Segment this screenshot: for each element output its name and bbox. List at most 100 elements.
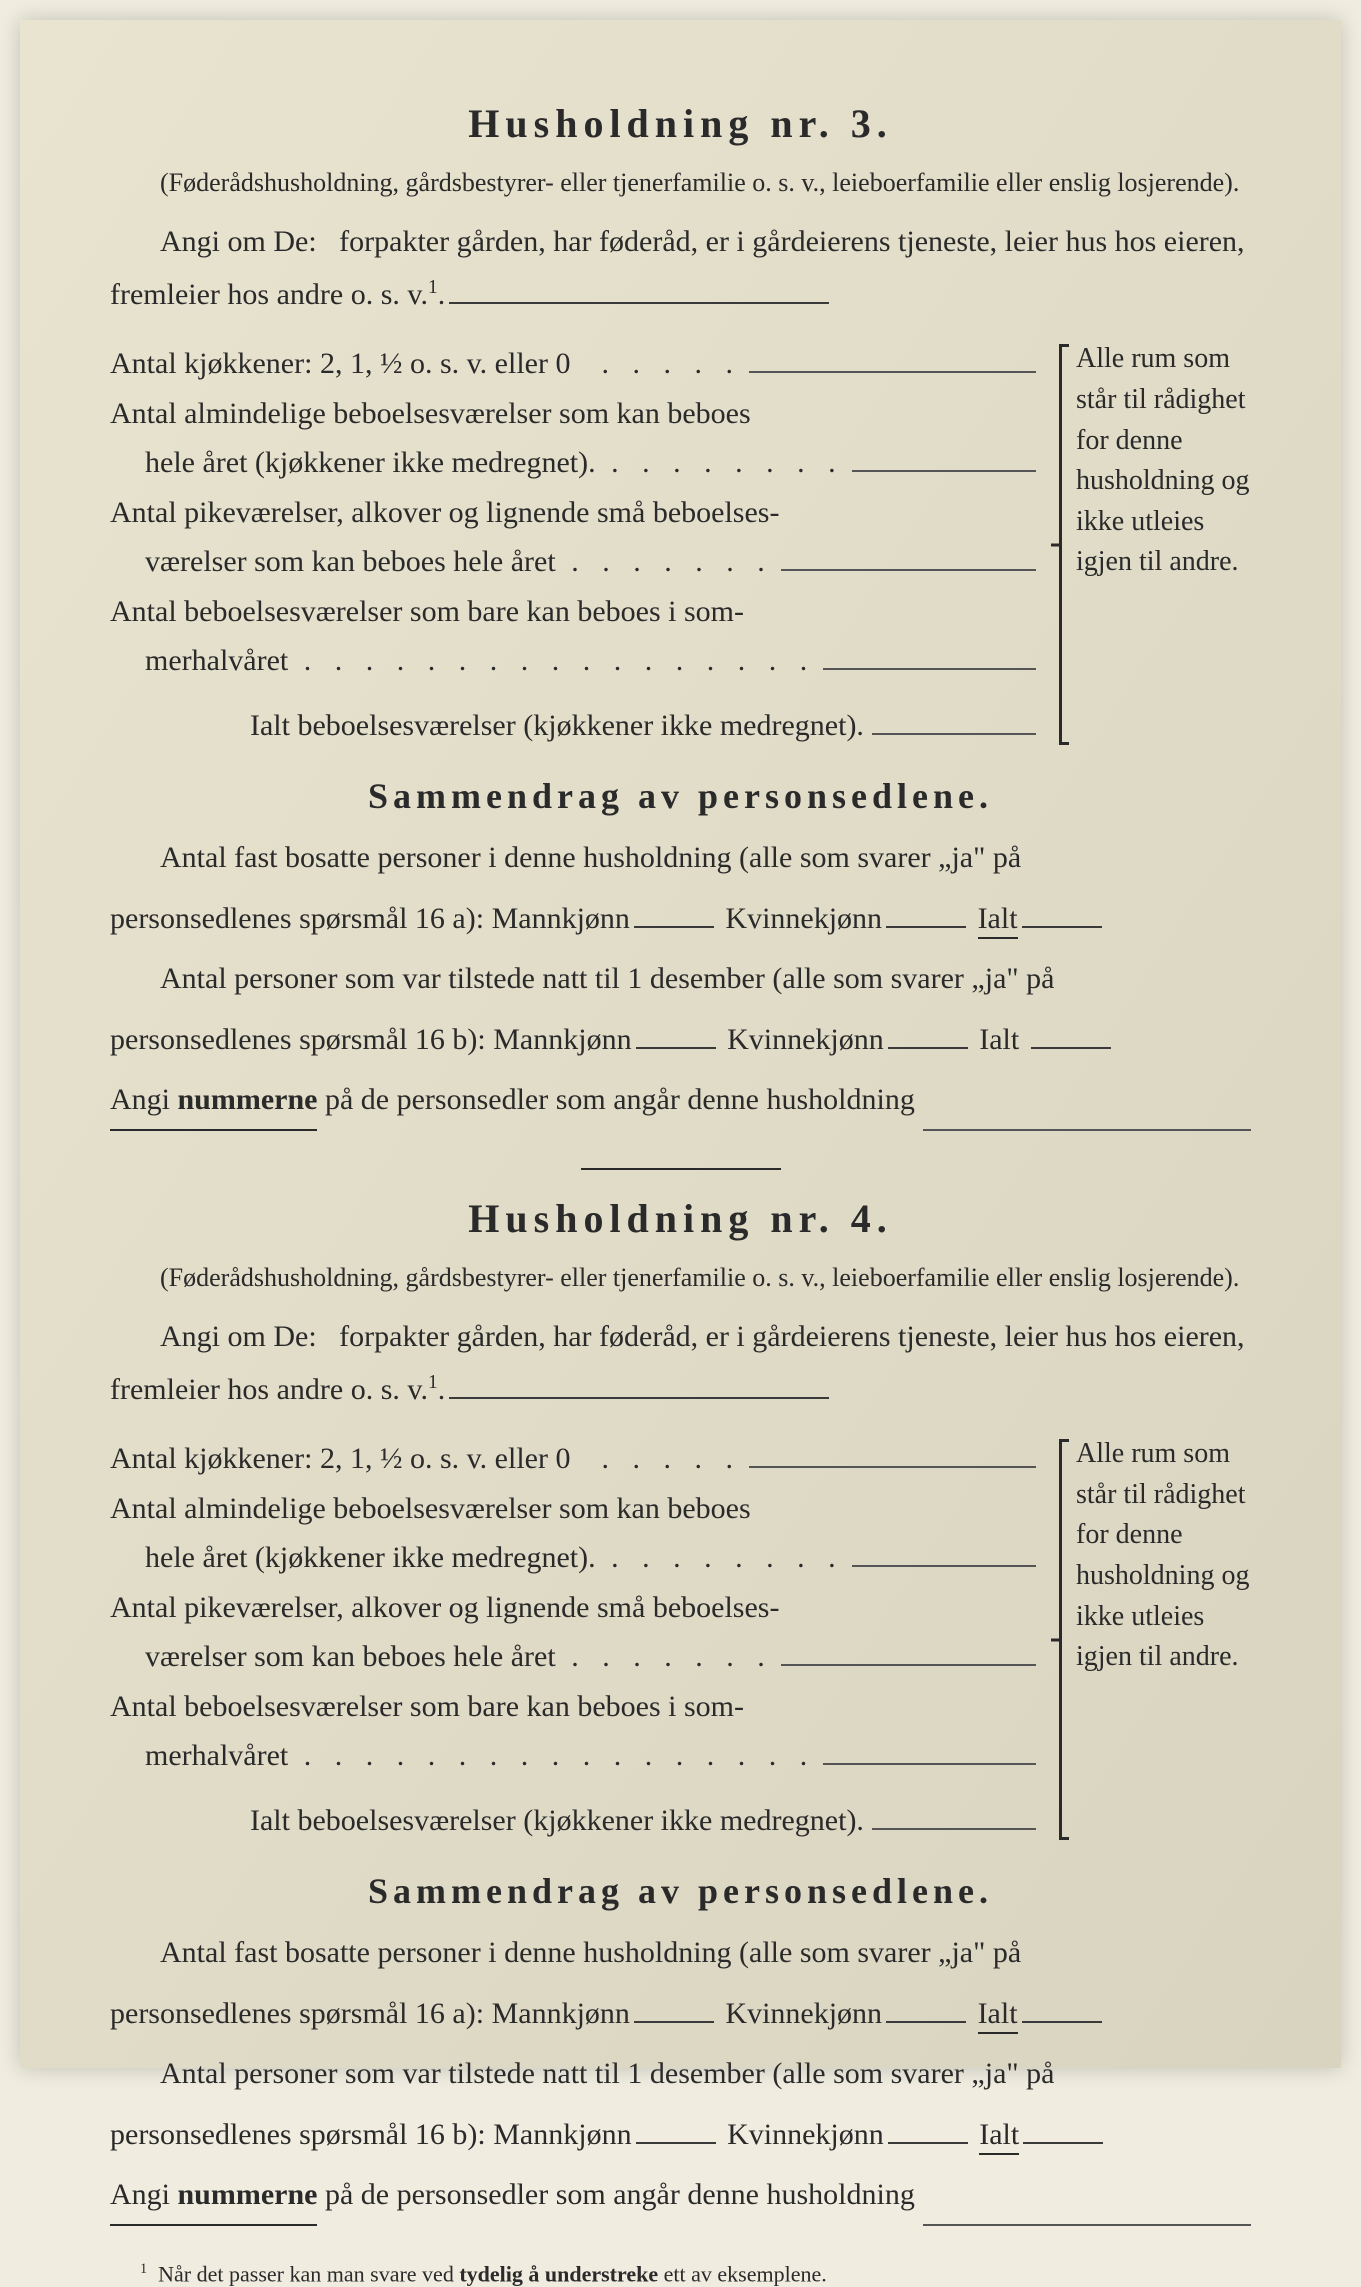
kitchen-row: Antal kjøkkener: 2, 1, ½ o. s. v. eller … (110, 339, 1036, 389)
rooms1b-label: hele året (kjøkkener ikke medregnet). (145, 438, 596, 488)
summary2a-4: Antal personer som var tilstede natt til… (110, 2048, 1251, 2101)
angi-num-blank[interactable] (923, 1074, 1251, 1131)
rooms3a-label-4: Antal beboelsesværelser som bare kan beb… (110, 1682, 744, 1732)
rooms-left: Antal kjøkkener: 2, 1, ½ o. s. v. eller … (110, 339, 1036, 750)
summary2-kv: Kvinnekjønn (727, 1023, 884, 1056)
dots: . . . . . . . (556, 537, 773, 587)
kitchen-row-4: Antal kjøkkener: 2, 1, ½ o. s. v. eller … (110, 1434, 1036, 1484)
rooms1-blank-4[interactable] (852, 1565, 1036, 1567)
kitchen-blank-4[interactable] (749, 1466, 1036, 1468)
kv-blank-4[interactable] (886, 2021, 966, 2023)
angi-num-blank-4[interactable] (923, 2169, 1251, 2226)
rooms2a-label-4: Antal pikeværelser, alkover og lignende … (110, 1583, 779, 1633)
household-3-angi: Angi om De: forpakter gården, har føderå… (110, 216, 1251, 321)
mann-blank-4[interactable] (634, 2021, 714, 2023)
rooms2b-row-4: værelser som kan beboes hele året . . . … (110, 1632, 1036, 1682)
household-4-subtitle: (Føderådshusholdning, gårdsbestyrer- ell… (110, 1260, 1251, 1296)
summary1-kv: Kvinnekjønn (725, 902, 882, 935)
angi-num-prefix-4: Angi (110, 2178, 170, 2211)
footnote: 1 Når det passer kan man svare ved tydel… (110, 2261, 1251, 2287)
summary1a-4: Antal fast bosatte personer i denne hush… (110, 1927, 1251, 1980)
rooms3a-label: Antal beboelsesværelser som bare kan beb… (110, 587, 744, 637)
summary1-ialt: Ialt (978, 902, 1018, 939)
footnote-text: Når det passer kan man svare ved (158, 2261, 454, 2286)
kv-blank-4b[interactable] (888, 2142, 968, 2144)
section-divider (581, 1168, 781, 1170)
summary1a: Antal fast bosatte personer i denne hush… (110, 832, 1251, 885)
rooms3b-row: merhalvåret . . . . . . . . . . . . . . … (110, 636, 1036, 686)
ialt-blank-4[interactable] (1022, 2021, 1102, 2023)
rooms2-blank-4[interactable] (781, 1664, 1036, 1666)
dots: . . . . . . . . . . . . . . . . . (288, 1731, 815, 1781)
rooms3-blank-4[interactable] (823, 1763, 1036, 1765)
ialt-blank[interactable] (1022, 926, 1102, 928)
angi-num: Angi nummerne (110, 1074, 317, 1131)
summary1b-row-4: personsedlenes spørsmål 16 a): Mannkjønn… (110, 1988, 1251, 2041)
rooms-side-note: Alle rum som står til rådighet for denne… (1051, 339, 1251, 750)
rooms1a-label-4: Antal almindelige beboelsesværelser som … (110, 1484, 751, 1534)
rooms3-blank[interactable] (823, 668, 1036, 670)
mann-blank-2[interactable] (636, 1047, 716, 1049)
brace-icon-4 (1051, 1434, 1071, 1845)
rooms2-blank[interactable] (781, 569, 1036, 571)
summary1b-label-4: personsedlenes spørsmål 16 a): Mannkjønn (110, 1997, 630, 2030)
rooms2a-label: Antal pikeværelser, alkover og lignende … (110, 488, 779, 538)
dots: . . . . . (570, 339, 741, 389)
angi-num-prefix: Angi (110, 1083, 170, 1116)
summary2b-row-4: personsedlenes spørsmål 16 b): Mannkjønn… (110, 2109, 1251, 2162)
mann-blank-4b[interactable] (636, 2142, 716, 2144)
household-3-section: Husholdning nr. 3. (Føderådshusholdning,… (110, 100, 1251, 1133)
document-page: Husholdning nr. 3. (Føderådshusholdning,… (20, 20, 1341, 2068)
total-label: Ialt beboelsesværelser (kjøkkener ikke m… (250, 701, 864, 751)
kitchen-label-4: Antal kjøkkener: 2, 1, ½ o. s. v. eller … (110, 1434, 570, 1484)
dots: . . . . . . . . . . . . . . . . . (288, 636, 815, 686)
household-4-title: Husholdning nr. 4. (110, 1195, 1251, 1242)
rooms3a-row-4: Antal beboelsesværelser som bare kan beb… (110, 1682, 1036, 1732)
household-4-summary-header: Sammendrag av personsedlene. (110, 1870, 1251, 1912)
angi-num-4: Angi nummerne (110, 2169, 317, 2226)
angi-num-bold: nummerne (178, 1083, 318, 1116)
angi-prefix: Angi om De: (160, 225, 317, 258)
ialt-blank-2[interactable] (1031, 1047, 1111, 1049)
household-3-subtitle: (Føderådshusholdning, gårdsbestyrer- ell… (110, 165, 1251, 201)
rooms1-blank[interactable] (852, 470, 1036, 472)
rooms2a-row-4: Antal pikeværelser, alkover og lignende … (110, 1583, 1036, 1633)
mann-blank[interactable] (634, 926, 714, 928)
total-blank[interactable] (872, 733, 1036, 735)
rooms3b-label: merhalvåret (145, 636, 288, 686)
angi-nummerne-row-4: Angi nummerne på de personsedler som ang… (110, 2169, 1251, 2226)
summary1b-label: personsedlenes spørsmål 16 a): Mannkjønn (110, 902, 630, 935)
dots: . . . . . . . . (596, 438, 844, 488)
rooms2b-row: værelser som kan beboes hele året . . . … (110, 537, 1036, 587)
brace-icon (1051, 339, 1071, 750)
summary2-ialt-4: Ialt (979, 2118, 1019, 2155)
kv-blank-2[interactable] (888, 1047, 968, 1049)
household-3-rooms-block: Antal kjøkkener: 2, 1, ½ o. s. v. eller … (110, 339, 1251, 750)
rooms2a-row: Antal pikeværelser, alkover og lignende … (110, 488, 1036, 538)
kv-blank[interactable] (886, 926, 966, 928)
household-4-angi: Angi om De: forpakter gården, har føderå… (110, 1311, 1251, 1416)
angi-nummerne-row: Angi nummerne på de personsedler som ang… (110, 1074, 1251, 1133)
summary1b-row: personsedlenes spørsmål 16 a): Mannkjønn… (110, 893, 1251, 946)
angi-num-rest: på de personsedler som angår denne husho… (325, 1074, 915, 1131)
household-4-rooms-block: Antal kjøkkener: 2, 1, ½ o. s. v. eller … (110, 1434, 1251, 1845)
total-blank-4[interactable] (872, 1828, 1036, 1830)
side-note-text: Alle rum som står til rådighet for denne… (1076, 343, 1249, 577)
summary2-kv-4: Kvinnekjønn (727, 2118, 884, 2151)
rooms2b-label: værelser som kan beboes hele året (145, 537, 556, 587)
summary1-kv-4: Kvinnekjønn (725, 1997, 882, 2030)
angi-blank-4[interactable] (449, 1397, 829, 1399)
footnote-bold: tydelig å understreke (459, 2261, 658, 2286)
angi-blank[interactable] (449, 302, 829, 304)
summary2-ialt: Ialt (979, 1023, 1019, 1056)
ialt-blank-4b[interactable] (1023, 2142, 1103, 2144)
summary1-ialt-4: Ialt (978, 1997, 1018, 2034)
kitchen-blank[interactable] (749, 371, 1036, 373)
summary2a: Antal personer som var tilstede natt til… (110, 953, 1251, 1006)
rooms2b-label-4: værelser som kan beboes hele året (145, 1632, 556, 1682)
rooms1b-label-4: hele året (kjøkkener ikke medregnet). (145, 1533, 596, 1583)
rooms-side-note-4: Alle rum som står til rådighet for denne… (1051, 1434, 1251, 1845)
footnote-ref-4: 1 (428, 1372, 438, 1393)
rooms3b-row-4: merhalvåret . . . . . . . . . . . . . . … (110, 1731, 1036, 1781)
rooms3a-row: Antal beboelsesværelser som bare kan beb… (110, 587, 1036, 637)
